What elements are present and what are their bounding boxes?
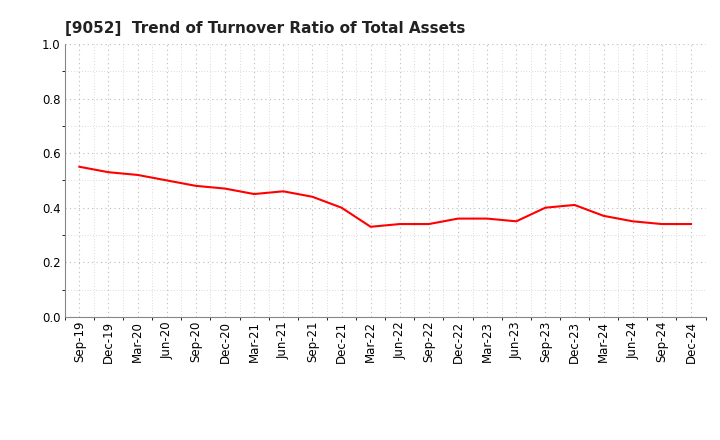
Text: [9052]  Trend of Turnover Ratio of Total Assets: [9052] Trend of Turnover Ratio of Total …	[65, 21, 465, 36]
